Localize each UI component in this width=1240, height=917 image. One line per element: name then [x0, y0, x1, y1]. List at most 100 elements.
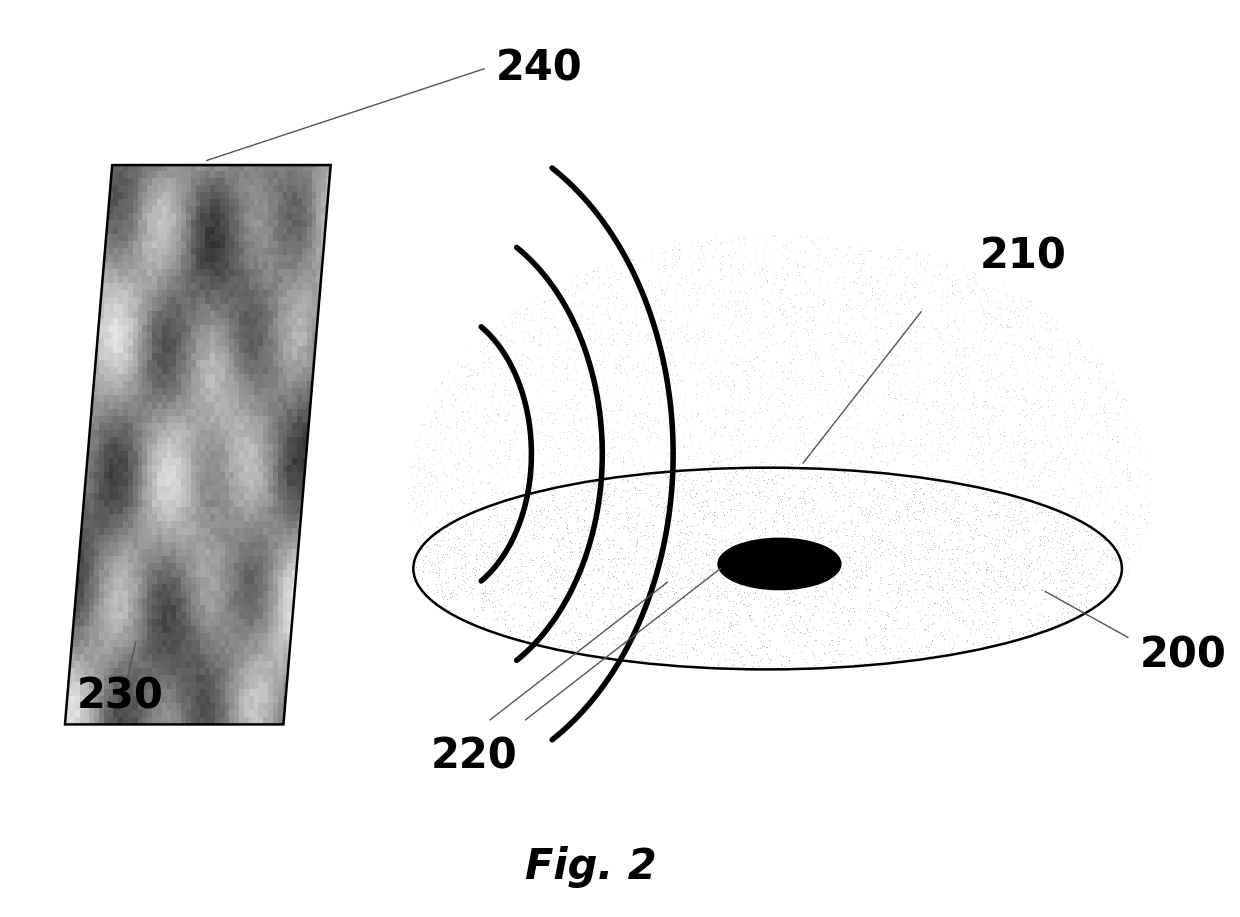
Point	[573, 587, 593, 602]
Point	[1018, 569, 1038, 584]
Point	[784, 427, 804, 442]
Point	[693, 503, 713, 518]
Point	[495, 514, 515, 529]
Point	[1013, 452, 1033, 467]
Point	[611, 392, 631, 406]
Point	[463, 368, 482, 382]
Point	[899, 537, 919, 552]
Point	[570, 440, 590, 455]
Point	[701, 461, 720, 476]
Point	[511, 358, 531, 372]
Point	[430, 455, 450, 470]
Point	[790, 609, 810, 624]
Point	[1076, 594, 1096, 609]
Point	[485, 567, 505, 581]
Point	[936, 258, 956, 272]
Point	[515, 319, 534, 334]
Point	[688, 262, 708, 277]
Point	[971, 495, 991, 510]
Point	[966, 500, 986, 514]
Point	[981, 366, 1001, 381]
Point	[662, 580, 682, 595]
Point	[608, 332, 627, 347]
Point	[568, 503, 588, 517]
Point	[818, 534, 838, 548]
Point	[930, 331, 950, 346]
Point	[435, 599, 455, 613]
Point	[409, 487, 429, 502]
Point	[994, 513, 1014, 527]
Point	[662, 243, 682, 258]
Point	[1112, 441, 1132, 456]
Point	[456, 584, 476, 599]
Point	[434, 420, 454, 435]
Point	[728, 402, 748, 416]
Point	[892, 598, 911, 613]
Point	[924, 268, 944, 282]
Point	[701, 551, 720, 566]
Point	[538, 549, 558, 564]
Point	[916, 483, 936, 498]
Point	[541, 479, 560, 493]
Point	[929, 539, 949, 554]
Point	[744, 591, 764, 605]
Point	[688, 332, 708, 347]
Point	[1081, 528, 1101, 543]
Point	[614, 281, 634, 295]
Point	[758, 264, 777, 279]
Point	[522, 553, 542, 568]
Point	[1003, 518, 1023, 533]
Point	[965, 420, 985, 435]
Point	[750, 504, 770, 519]
Point	[868, 533, 888, 547]
Point	[627, 359, 647, 374]
Point	[785, 442, 805, 457]
Point	[980, 511, 999, 525]
Point	[598, 533, 618, 547]
Point	[572, 528, 591, 543]
Point	[1028, 562, 1048, 577]
Point	[919, 414, 939, 428]
Point	[1027, 372, 1047, 387]
Point	[626, 433, 646, 447]
Point	[754, 638, 774, 653]
Point	[983, 408, 1003, 423]
Point	[692, 374, 712, 389]
Point	[724, 348, 744, 362]
Point	[606, 414, 626, 429]
Point	[717, 476, 737, 491]
Point	[879, 414, 899, 429]
Point	[611, 269, 631, 283]
Point	[863, 536, 883, 550]
Point	[950, 489, 970, 503]
Point	[768, 365, 787, 380]
Point	[918, 618, 937, 633]
Point	[662, 472, 682, 487]
Point	[786, 539, 806, 554]
Point	[682, 481, 702, 496]
Point	[479, 409, 498, 424]
Point	[728, 475, 748, 490]
Point	[418, 538, 438, 553]
Point	[1043, 523, 1063, 537]
Point	[737, 585, 756, 600]
Point	[655, 287, 675, 302]
Point	[986, 612, 1006, 626]
Point	[548, 569, 568, 584]
Point	[982, 492, 1002, 507]
Point	[913, 598, 932, 613]
Point	[1043, 384, 1063, 399]
Point	[706, 602, 725, 616]
Point	[547, 337, 567, 351]
Point	[487, 326, 507, 340]
Point	[730, 636, 750, 651]
Point	[1028, 472, 1048, 487]
Point	[626, 343, 646, 358]
Point	[921, 636, 941, 651]
Point	[1068, 547, 1087, 562]
Point	[439, 526, 459, 541]
Point	[894, 547, 914, 561]
Point	[1096, 447, 1116, 462]
Point	[915, 515, 935, 530]
Point	[567, 477, 587, 492]
